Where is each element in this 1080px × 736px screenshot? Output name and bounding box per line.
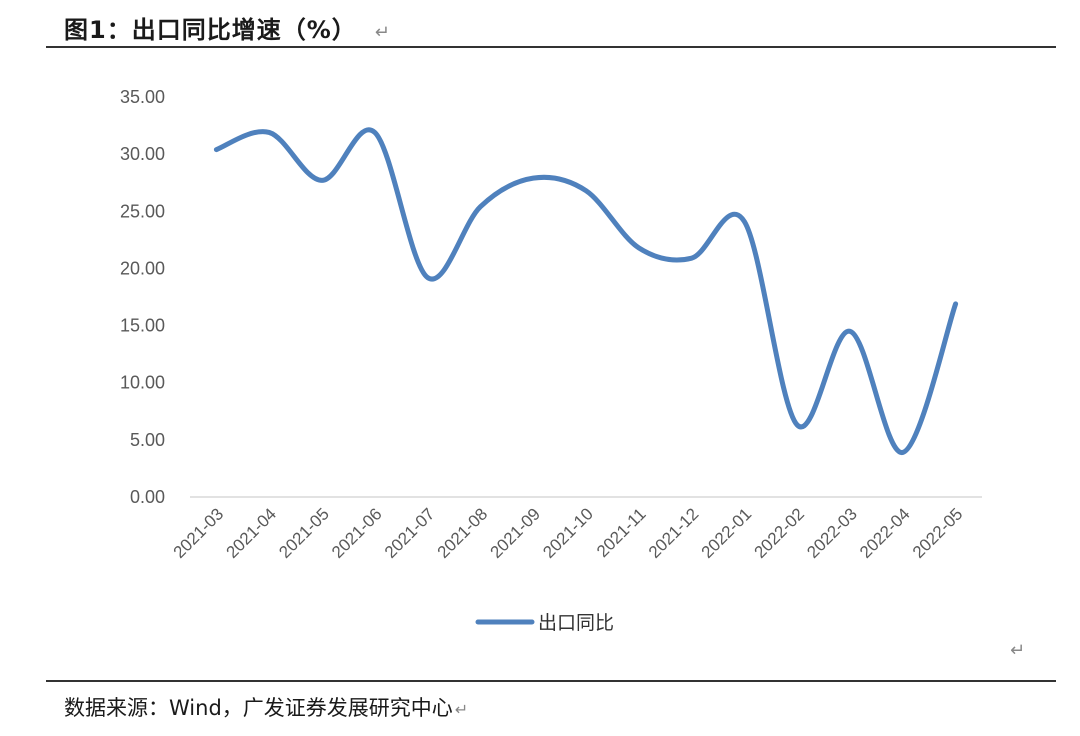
x-tick-label: 2021-10 [539,504,597,562]
x-tick-label: 2021-07 [381,504,439,562]
source-text: 数据来源：Wind，广发证券发展研究中心 [64,696,453,720]
x-tick-label: 2022-05 [909,504,967,562]
x-tick-label: 2022-02 [750,504,808,562]
figure-title-text: 图1：出口同比增速（%） [64,16,357,44]
figure-title: 图1：出口同比增速（%） ↵ [64,10,391,45]
y-axis: 0.00 5.00 10.00 15.00 20.00 25.00 30.00 35.00 [120,87,165,507]
legend-label: 出口同比 [538,612,614,634]
x-tick-label: 2021-06 [328,504,386,562]
x-tick-label: 2021-09 [486,504,544,562]
y-tick-label: 15.00 [120,316,165,336]
source-note: 数据来源：Wind，广发证券发展研究中心 ↵ [64,692,468,722]
x-axis: 2021-032021-042021-052021-062021-072021-… [170,504,967,562]
y-tick-label: 30.00 [120,144,165,164]
x-tick-label: 2021-08 [434,504,492,562]
top-rule [46,46,1056,48]
x-tick-label: 2022-01 [698,504,756,562]
series-line-exports-yoy [213,127,959,455]
y-tick-label: 10.00 [120,373,165,393]
bottom-rule [46,680,1056,682]
y-tick-label: 35.00 [120,87,165,107]
y-tick-label: 20.00 [120,258,165,278]
line-chart: 0.00 5.00 10.00 15.00 20.00 25.00 30.00 35.00 2… [120,87,982,634]
x-tick-label: 2021-05 [275,504,333,562]
paragraph-mark-icon: ↵ [374,22,391,43]
x-tick-label: 2021-11 [593,504,650,561]
x-tick-label: 2022-04 [856,504,914,562]
x-tick-label: 2021-12 [645,504,703,562]
y-tick-label: 5.00 [130,430,165,450]
paragraph-mark-icon: ↵ [1010,640,1026,660]
y-tick-label: 25.00 [120,201,165,221]
x-tick-label: 2021-03 [170,504,228,562]
paragraph-mark-icon: ↵ [454,700,469,719]
x-tick-label: 2021-04 [222,504,280,562]
y-tick-label: 0.00 [130,487,165,507]
legend: 出口同比 [475,612,614,634]
x-tick-label: 2022-03 [803,504,861,562]
